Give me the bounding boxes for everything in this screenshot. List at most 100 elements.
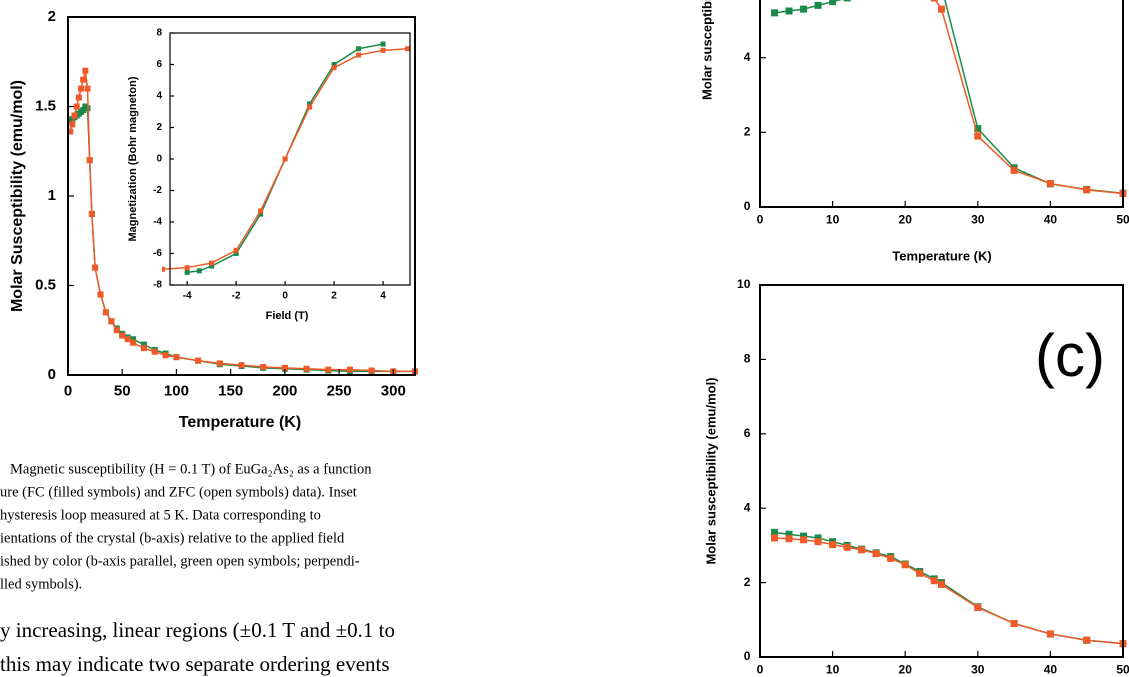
data-point	[260, 363, 267, 370]
y-tick-label: 2	[48, 8, 56, 25]
data-point	[814, 534, 822, 542]
y-tick-label: -6	[153, 248, 162, 259]
panel-label: (c)	[1035, 322, 1105, 389]
series-line	[774, 537, 1124, 645]
y-tick-label: 6	[744, 426, 751, 440]
data-point	[771, 534, 779, 542]
data-point	[843, 543, 851, 551]
data-point	[346, 366, 353, 373]
x-tick-label: 0	[64, 382, 72, 399]
data-point	[1083, 636, 1091, 644]
y-tick-label: 6	[156, 59, 162, 70]
data-point	[80, 76, 87, 83]
data-point	[843, 0, 851, 2]
data-point	[184, 265, 190, 271]
data-point	[930, 577, 938, 585]
x-axis-label: Temperature (K)	[892, 248, 991, 263]
x-tick-label: 0	[757, 662, 764, 676]
data-point	[380, 47, 386, 53]
y-tick-label: 2	[156, 122, 162, 133]
caption-line: ished by color (b-axis parallel, green o…	[0, 553, 360, 569]
data-point	[974, 125, 982, 133]
y-tick-label: -2	[153, 185, 162, 196]
data-point	[800, 536, 808, 544]
data-point	[785, 7, 793, 15]
y-axis-label: Magnetization (Bohr magneton)	[127, 76, 139, 241]
data-point	[67, 128, 74, 135]
data-point	[69, 121, 76, 128]
x-tick-label: 100	[164, 382, 189, 399]
y-axis-label: Molar susceptibility (emu/mol)	[699, 0, 714, 100]
data-point	[356, 46, 362, 52]
data-point	[303, 365, 310, 372]
caption-line: lled symbols).	[0, 576, 82, 592]
caption-line: ientations of the crystal (b-axis) relat…	[0, 530, 345, 546]
y-tick-label: -4	[153, 217, 162, 228]
data-point	[140, 345, 147, 352]
x-tick-label: 50	[1116, 212, 1129, 226]
plot-frame	[759, 0, 1124, 208]
data-point	[872, 550, 880, 558]
data-point	[119, 332, 126, 339]
data-point	[307, 104, 313, 110]
data-point	[281, 364, 288, 371]
data-point	[785, 535, 793, 543]
data-point	[78, 85, 85, 92]
y-tick-label: 1.5	[35, 97, 56, 114]
inset-background	[170, 33, 410, 285]
y-tick-label: 4	[744, 500, 751, 514]
x-tick-label: 150	[218, 382, 243, 399]
y-tick-label: 0.5	[35, 276, 56, 293]
plot-area	[771, 0, 1127, 198]
data-point	[405, 46, 411, 52]
body-line: this may indicate two separate ordering …	[0, 652, 390, 676]
data-point	[307, 101, 313, 107]
x-tick-label: -4	[183, 291, 192, 302]
y-tick-label: 0	[156, 154, 162, 165]
data-point	[380, 41, 386, 47]
data-point	[84, 85, 91, 92]
data-point	[209, 260, 215, 266]
x-tick-label: 300	[381, 382, 406, 399]
data-point	[858, 546, 866, 554]
data-point	[82, 67, 89, 74]
data-point	[73, 103, 80, 110]
data-point	[75, 94, 82, 101]
data-point	[1010, 620, 1018, 628]
data-point	[800, 532, 808, 540]
data-point	[238, 362, 245, 369]
plot-area	[771, 528, 1127, 648]
data-point	[800, 5, 808, 13]
data-point	[1046, 179, 1054, 187]
y-tick-label: 10	[737, 277, 751, 291]
data-point	[130, 339, 137, 346]
data-point	[209, 263, 215, 269]
y-tick-label: 2	[744, 575, 751, 589]
data-point	[113, 327, 120, 334]
data-point	[233, 251, 239, 256]
data-point	[887, 554, 895, 562]
data-point	[196, 268, 202, 274]
y-tick-label: -8	[153, 280, 162, 291]
caption-line: ure (FC (filled symbols) and ZFC (open s…	[0, 484, 357, 500]
data-point	[162, 266, 166, 272]
x-axis-label: Temperature (K)	[179, 414, 301, 431]
plot-area	[162, 41, 411, 275]
body-line: y increasing, linear regions (±0.1 T and…	[0, 618, 395, 642]
x-axis-label: Field (T)	[266, 310, 309, 322]
data-point	[1083, 186, 1091, 194]
data-point	[216, 360, 223, 367]
x-tick-label: 30	[971, 662, 985, 676]
x-tick-label: 2	[331, 291, 337, 302]
data-point	[140, 341, 147, 348]
data-point	[258, 211, 264, 217]
data-point	[356, 52, 362, 58]
data-point	[151, 348, 158, 355]
series-line	[774, 0, 1124, 194]
x-tick-label: 40	[1044, 212, 1058, 226]
y-tick-label: 4	[744, 50, 751, 64]
data-point	[108, 318, 115, 325]
series-line	[934, 0, 1124, 195]
